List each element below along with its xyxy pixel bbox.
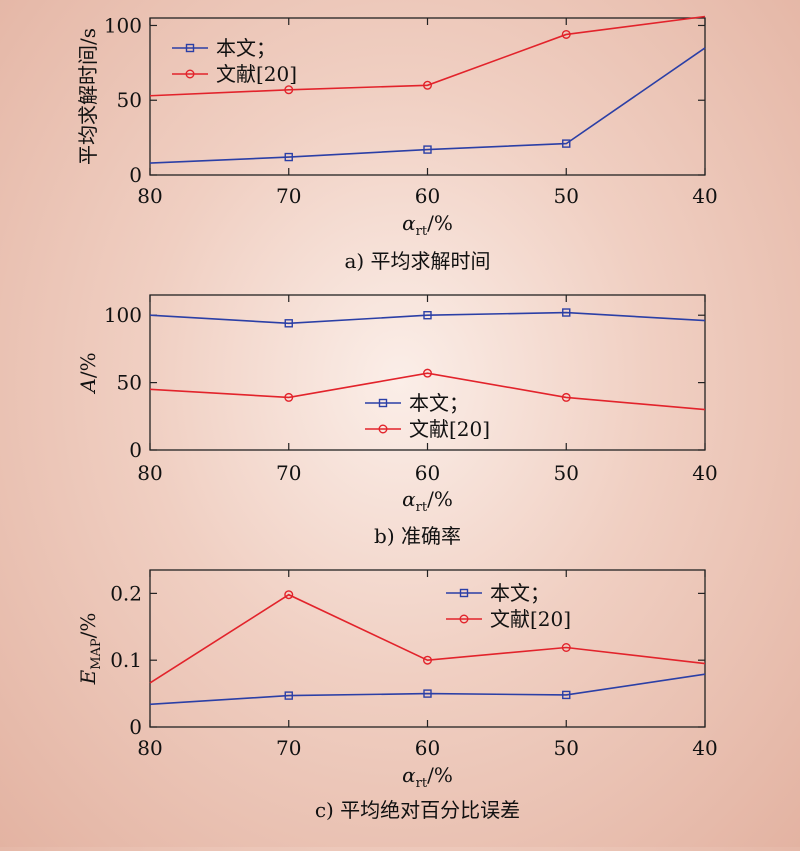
legend-marker	[185, 69, 195, 79]
series-ref20-point	[561, 29, 571, 39]
series-ours-point	[562, 690, 571, 700]
series-ref20-point	[284, 85, 294, 95]
series-ours-point	[284, 319, 293, 328]
y-tick-label: 0	[129, 163, 142, 187]
legend-marker	[185, 43, 195, 53]
series-ref20-line	[149, 15, 706, 97]
panel-caption: a) 平均求解时间	[344, 249, 490, 273]
series-ours-point	[423, 311, 432, 320]
legend-marker	[378, 424, 388, 434]
y-tick-label: 0	[129, 715, 142, 739]
x-axis-label: αrt/%	[402, 211, 453, 239]
series-ref20-point	[423, 655, 433, 665]
y-tick-label: 50	[117, 88, 142, 112]
series-ours-point	[562, 308, 571, 317]
chart-mape: 80 70 60 50 40 0 0.1 0.2 αrt/% EMAP/% c) 平均绝对百分比误差…	[76, 569, 718, 822]
x-tick-label: 40	[692, 184, 717, 208]
legend-label: 本文；	[409, 391, 469, 415]
panel-caption: b) 准确率	[374, 524, 461, 548]
series-ref20-point	[284, 590, 294, 600]
x-tick-label: 70	[276, 736, 301, 760]
series-ref20-point	[561, 642, 571, 652]
x-tick-label: 60	[415, 461, 440, 485]
chart-avg-solve-time: 80 70 60 50 40 0 50 100 αrt/% 平均求解时间/s a) 平均求解时间 本文…	[76, 13, 718, 273]
x-axis-label: αrt/%	[402, 763, 453, 791]
x-tick-label: 60	[415, 736, 440, 760]
legend: 本文；文献[20]	[172, 36, 297, 86]
x-tick-label: 80	[137, 184, 162, 208]
chart-accuracy: 80 70 60 50 40 0 50 100 αrt/% A/% b) 准确率 本文；文献[20]	[76, 294, 718, 548]
series-ref20-line	[149, 372, 706, 411]
legend-label: 本文；	[216, 36, 276, 60]
y-tick-label: 100	[104, 13, 142, 37]
x-tick-label: 50	[554, 736, 579, 760]
legend: 本文；文献[20]	[446, 581, 571, 631]
series-ours-line	[149, 673, 706, 706]
y-tick-label: 50	[117, 371, 142, 395]
series-ref20-line	[149, 593, 706, 684]
x-tick-label: 80	[137, 736, 162, 760]
series-ours-line	[149, 47, 706, 164]
plot-frame	[149, 569, 706, 728]
legend-marker	[378, 398, 388, 408]
x-tick-label: 50	[554, 184, 579, 208]
y-tick-label: 0	[129, 438, 142, 462]
x-tick-label: 40	[692, 736, 717, 760]
x-tick-label: 70	[276, 184, 301, 208]
series-ours-point	[284, 691, 293, 700]
legend-label: 文献[20]	[409, 417, 490, 441]
x-tick-label: 70	[276, 461, 301, 485]
series-ours-point	[423, 145, 432, 154]
series-ours-line	[149, 311, 706, 325]
series-ref20-point	[423, 80, 433, 90]
legend-marker	[459, 614, 469, 624]
legend-label: 文献[20]	[490, 607, 571, 631]
legend-marker	[459, 588, 469, 598]
y-tick-label: 0.1	[110, 648, 142, 672]
y-tick-label: 100	[104, 303, 142, 327]
x-tick-label: 60	[415, 184, 440, 208]
x-tick-label: 40	[692, 461, 717, 485]
y-tick-label: 0.2	[110, 581, 142, 605]
legend-label: 本文；	[490, 581, 550, 605]
series-ours-point	[423, 689, 432, 698]
series-ref20-point	[423, 368, 433, 378]
x-axis-label: αrt/%	[402, 487, 453, 515]
y-axis-label: EMAP/%	[76, 613, 104, 686]
panel-caption: c) 平均绝对百分比误差	[315, 798, 520, 822]
y-axis-label: A/%	[76, 352, 100, 394]
legend: 本文；文献[20]	[365, 391, 490, 441]
series-ref20-point	[284, 392, 294, 402]
x-tick-label: 50	[554, 461, 579, 485]
x-tick-label: 80	[137, 461, 162, 485]
series-ours-point	[284, 152, 293, 162]
legend-label: 文献[20]	[216, 62, 297, 86]
y-axis-label: 平均求解时间/s	[76, 28, 100, 165]
series-ours-point	[562, 139, 571, 148]
series-ref20-point	[561, 392, 571, 402]
